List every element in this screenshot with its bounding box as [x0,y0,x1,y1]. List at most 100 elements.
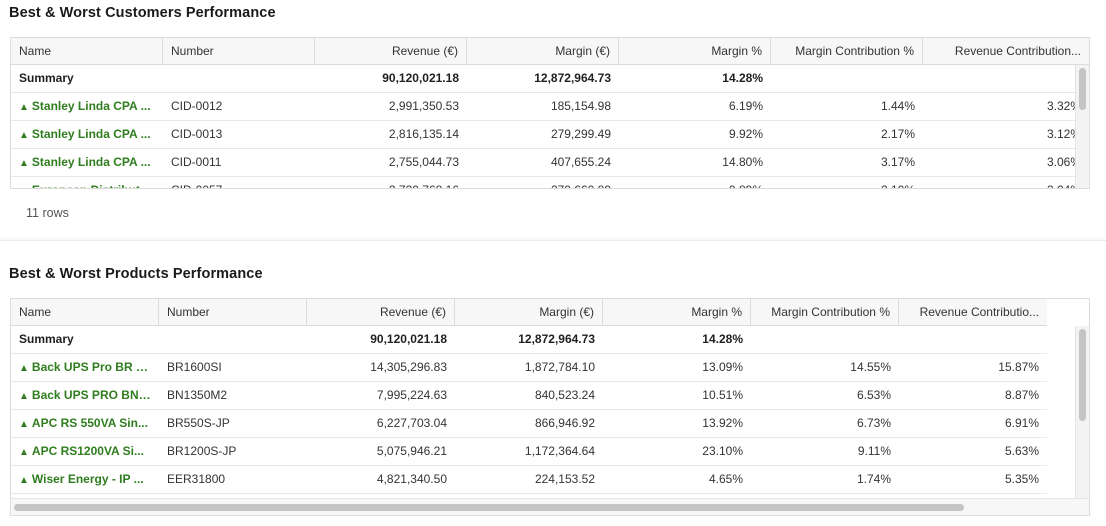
customers-table: Name Number Revenue (€) Margin (€) Margin % M… [11,38,1089,188]
row-name-label: Stanley Linda CPA ... [31,155,151,169]
cell-name[interactable]: ▲ APC RS1200VA Si... [11,438,159,465]
cell-margin-pct: 10.51% [702,388,743,402]
cell-number: EER31800 [167,472,226,486]
products-grid[interactable]: Name Number Revenue (€) Margin (€) Margin % M… [10,298,1090,516]
up-triangle-icon: ▲ [19,363,29,374]
cell-revenue-contribution: 15.87% [998,360,1039,374]
customers-row-count: 11 rows [26,206,69,220]
summary-cell-number [159,326,307,353]
cell-margin-pct: 4.65% [708,472,743,486]
products-vertical-scrollbar[interactable] [1075,326,1089,498]
column-header-margin-pct[interactable]: Margin % [619,38,771,65]
cell-margin-contribution: 1.74% [856,472,891,486]
cell-margin: 1,172,364.64 [524,444,595,458]
cell-revenue-contribution: 5.35% [1004,472,1039,486]
table-row[interactable]: ▲ Back UPS PRO BN ... BN1350M2 7,995,224.63… [11,382,1047,410]
cell-revenue: 6,227,703.04 [376,416,447,430]
cell-number: CID-0057 [163,177,315,188]
cell-margin-pct: 23.10% [702,444,743,458]
summary-cell-name: Summary [19,332,74,346]
cell-margin-contribution: 3.17% [880,155,915,169]
products-panel: Best & Worst Products Performance Name Nu… [0,240,1106,526]
column-header-margin-contribution[interactable]: Margin Contribution % [751,299,899,326]
cell-revenue: 2,991,350.53 [388,99,459,113]
products-horizontal-scrollbar[interactable] [11,498,1089,515]
cell-margin-contribution: 9.11% [857,444,891,458]
table-row[interactable]: ▲ Wiser Energy - IP ... EER31800 4,821,340.… [11,466,1047,494]
cell-name[interactable]: ▲ Wiser Energy - IP ... [11,466,159,493]
cell-number: BR550S-JP [167,416,230,430]
cell-name[interactable]: ▲ Stanley Linda CPA ... [11,121,163,148]
cell-revenue-contribution: 3.12% [1046,127,1081,141]
cell-margin-contribution: 2.17% [880,127,915,141]
summary-cell-name: Summary [19,71,74,85]
cell-number: CID-0011 [171,155,222,169]
column-header-number[interactable]: Number [159,299,307,326]
table-row[interactable]: ▲ APC RS1200VA Si... BR1200S-JP 5,075,946.2… [11,438,1047,466]
column-header-number[interactable]: Number [163,38,315,65]
products-table: Name Number Revenue (€) Margin (€) Margin % M… [11,299,1047,494]
column-header-revenue-contribution[interactable]: Revenue Contribution... [954,44,1081,58]
row-name-label: European Distribut... [32,183,150,188]
cell-number: BR1600SI [167,360,222,374]
cell-revenue-contribution: 3.04% [923,177,1089,188]
column-header-revenue[interactable]: Revenue (€) [307,299,455,326]
up-triangle-icon: ▲ [19,419,29,430]
products-vertical-scroll-thumb[interactable] [1079,329,1086,421]
column-header-name[interactable]: Name [11,299,159,326]
cell-margin: 270,660.89 [467,177,619,188]
table-row[interactable]: ▲ Back UPS Pro BR 1... BR1600SI 14,305,296.… [11,354,1047,382]
products-panel-title: Best & Worst Products Performance [9,266,263,282]
products-horizontal-scroll-thumb[interactable] [14,504,964,511]
cell-revenue-contribution: 8.87% [1004,388,1039,402]
cell-revenue: 2,816,135.14 [388,127,459,141]
up-triangle-icon: ▲ [19,391,29,402]
table-row[interactable]: ▲ Stanley Linda CPA ... CID-0011 2,755,044.… [11,149,1089,177]
cell-number: BN1350M2 [167,388,228,402]
up-triangle-icon: ▲ [19,158,29,169]
cell-name[interactable]: ▲ Stanley Linda CPA ... [11,149,163,176]
column-header-margin[interactable]: Margin (€) [467,38,619,65]
cell-name[interactable]: ▲ APC RS 550VA Sin... [11,410,159,437]
cell-revenue: 2,755,044.73 [388,155,459,169]
cell-margin-pct: 14.80% [722,155,763,169]
products-header-row: Name Number Revenue (€) Margin (€) Margin % M… [11,299,1047,326]
cell-margin-pct: 13.09% [702,360,743,374]
column-header-revenue[interactable]: Revenue (€) [315,38,467,65]
up-triangle-icon: ▲ [19,102,29,113]
customers-vertical-scrollbar[interactable] [1075,65,1089,188]
summary-cell-revenue-contribution [923,65,1089,92]
cell-revenue: 7,995,224.63 [376,388,447,402]
customers-grid[interactable]: Name Number Revenue (€) Margin (€) Margin % M… [10,37,1090,189]
table-row[interactable]: ▲ Stanley Linda CPA ... CID-0013 2,816,135.… [11,121,1089,149]
cell-name[interactable]: ▲ Back UPS PRO BN ... [11,382,159,409]
row-name-label: Back UPS PRO BN ... [31,388,152,402]
cell-margin-pct: 9.89% [619,177,771,188]
cell-revenue: 5,075,946.21 [376,444,447,458]
column-header-margin[interactable]: Margin (€) [455,299,603,326]
table-row[interactable]: ▲ APC RS 550VA Sin... BR550S-JP 6,227,703.0… [11,410,1047,438]
cell-name[interactable]: ▲ Back UPS Pro BR 1... [11,354,159,381]
row-name-label: Stanley Linda CPA ... [31,127,151,141]
column-header-margin-contribution[interactable]: Margin Contribution % [771,38,923,65]
cell-margin: 840,523.24 [534,388,595,402]
cell-margin: 279,299.49 [550,127,611,141]
cell-margin: 1,872,784.10 [524,360,595,374]
summary-cell-margin: 12,872,964.73 [518,332,595,346]
customers-vertical-scroll-thumb[interactable] [1079,68,1086,110]
summary-cell-revenue: 90,120,021.18 [382,71,459,85]
cell-name[interactable]: ▲ Stanley Linda CPA ... [11,93,163,120]
summary-cell-margin-pct: 14.28% [722,71,763,85]
row-name-label: Wiser Energy - IP ... [31,472,144,486]
column-header-name[interactable]: Name [11,38,163,65]
cell-name[interactable]: ▲European Distribut... [11,177,163,188]
column-header-margin-pct[interactable]: Margin % [603,299,751,326]
cell-number: BR1200S-JP [167,444,237,458]
table-row[interactable]: ▲ Stanley Linda CPA ... CID-0012 2,991,350.… [11,93,1089,121]
up-triangle-icon: ▲ [19,130,29,141]
table-row[interactable]: ▲European Distribut...CID-00572,730,768.… [11,177,1089,188]
products-summary-row: Summary 90,120,021.18 12,872,964.73 14.28% [11,326,1047,354]
summary-cell-margin-pct: 14.28% [702,332,743,346]
column-header-revenue-contribution[interactable]: Revenue Contributio... [919,305,1039,319]
summary-cell-revenue: 90,120,021.18 [370,332,447,346]
